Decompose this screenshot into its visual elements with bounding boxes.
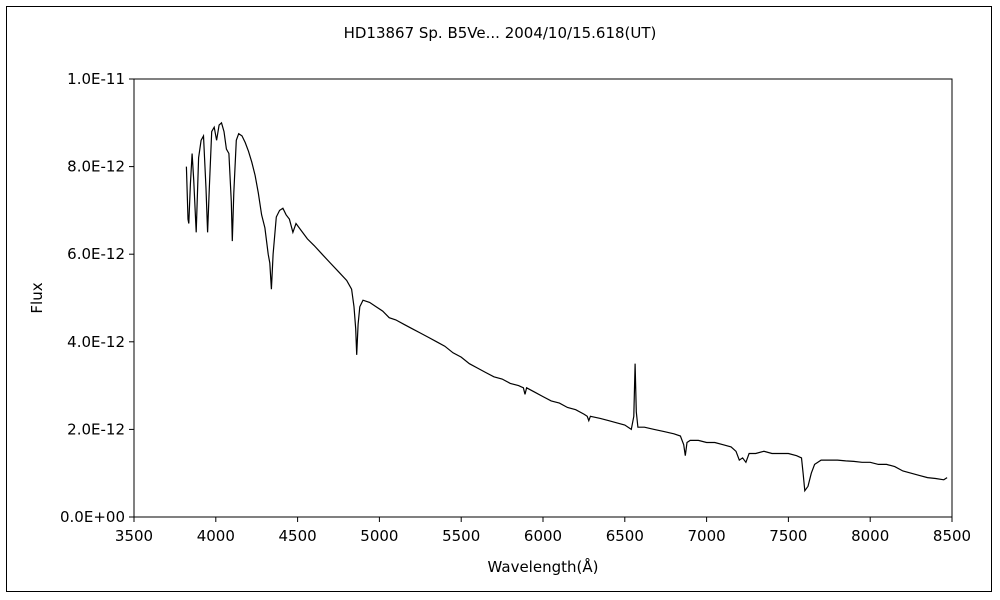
- x-tick-label: 5000: [360, 527, 398, 545]
- y-tick-label: 6.0E-12: [67, 245, 125, 263]
- plot-area: [133, 78, 953, 518]
- x-tick-label: 6500: [606, 527, 644, 545]
- x-axis-ticks: 3500 4000 4500 5000 5500 6000 6500 7000 7500 8000…: [115, 517, 971, 545]
- x-tick-label: 3500: [115, 527, 153, 545]
- y-tick-label: 0.0E+00: [60, 508, 125, 526]
- x-axis-label: Wavelength(Å): [488, 557, 599, 576]
- chart-title: HD13867 Sp. B5Ve... 2004/10/15.618(UT): [344, 24, 657, 42]
- y-axis-label: Flux: [28, 282, 46, 313]
- x-tick-label: 7000: [688, 527, 726, 545]
- chart-frame: [6, 6, 992, 592]
- y-tick-label: 4.0E-12: [67, 333, 125, 351]
- x-tick-label: 4500: [279, 527, 317, 545]
- x-tick-label: 8000: [851, 527, 889, 545]
- y-tick-label: 2.0E-12: [67, 420, 125, 438]
- spectrum-line: [185, 121, 948, 493]
- y-tick-label: 8.0E-12: [67, 158, 125, 176]
- y-axis-ticks: 0.0E+00 2.0E-12 4.0E-12 6.0E-12 8.0E-12 1.0E-…: [60, 70, 134, 526]
- x-tick-label: 6000: [524, 527, 562, 545]
- y-tick-label: 1.0E-11: [67, 70, 125, 88]
- x-tick-label: 5500: [442, 527, 480, 545]
- x-tick-label: 4000: [197, 527, 235, 545]
- x-tick-label: 8500: [933, 527, 971, 545]
- x-tick-label: 7500: [769, 527, 807, 545]
